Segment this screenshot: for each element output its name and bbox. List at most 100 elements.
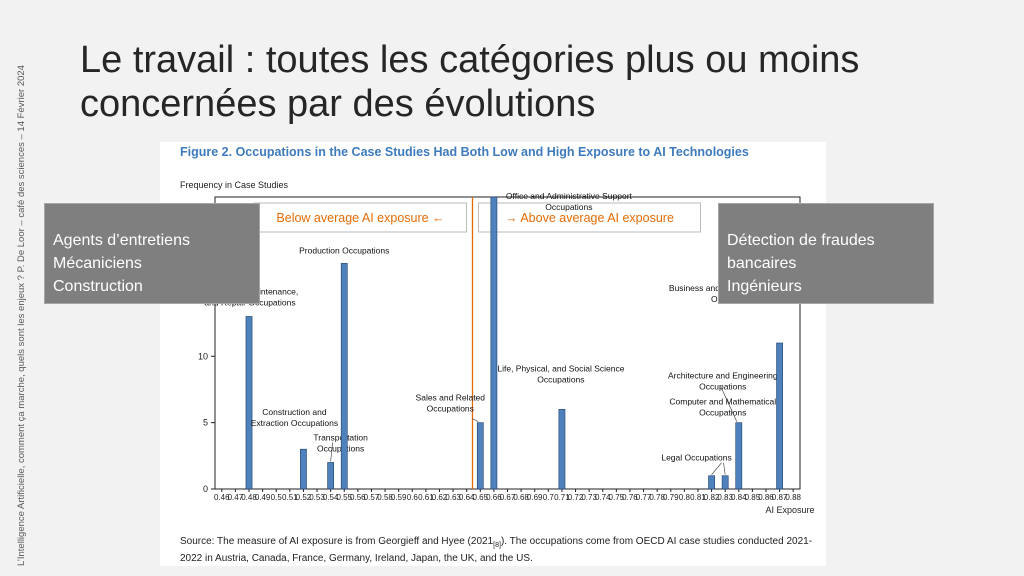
below-average-label-box xyxy=(253,202,467,233)
high-exposure-line-2: bancaires xyxy=(727,255,797,272)
x-tick-label-22: 0.68 xyxy=(513,493,529,502)
bar-4 xyxy=(476,422,484,490)
title-line-1: Le travail : toutes les catégories plus … xyxy=(80,39,860,81)
x-tick-label-2: 0.48 xyxy=(241,493,257,502)
bar-label-9-1: Occupations xyxy=(699,408,746,418)
bar-0 xyxy=(245,316,253,490)
source-note-part-1: Source: The measure of AI exposure is fr… xyxy=(180,536,494,547)
bar-label-3-0: Production Occupations xyxy=(299,245,389,255)
source-note-part-2: ). The occupations come from OECD AI cas… xyxy=(180,536,813,564)
bar-label-6-0: Life, Physical, and Social Science xyxy=(497,363,624,373)
x-tick-label-12: 0.58 xyxy=(377,493,393,502)
x-axis-label: AI Exposure xyxy=(765,505,814,515)
x-tick-label-28: 0.74 xyxy=(595,493,611,502)
source-ref: [8] xyxy=(493,542,501,549)
x-tick-label-33: 0.79 xyxy=(663,493,679,502)
x-tick-label-40: 0.86 xyxy=(758,493,774,502)
above-average-label: → Above average AI exposure xyxy=(505,211,674,225)
title-line-2: concernées par des évolutions xyxy=(80,83,596,125)
bar-label-7-0: Legal Occupations xyxy=(661,453,731,463)
bar-3 xyxy=(340,263,348,490)
x-tick-label-20: 0.66 xyxy=(486,493,502,502)
x-tick-label-18: 0.64 xyxy=(459,493,475,502)
bar-2 xyxy=(327,462,335,490)
leader-legal-2 xyxy=(723,462,726,475)
x-tick-label-41: 0.87 xyxy=(772,493,788,502)
x-tick-label-7: 0.53 xyxy=(309,493,325,502)
x-tick-label-35: 0.81 xyxy=(690,493,706,502)
leader-architecture xyxy=(720,386,738,422)
x-tick-label-24: 0.7 xyxy=(543,493,555,502)
y-tick-label-2: 10 xyxy=(198,351,208,361)
x-tick-label-30: 0.76 xyxy=(622,493,638,502)
x-tick-label-34: 0.8 xyxy=(679,493,691,502)
bar-label-4-1: Occupations xyxy=(427,404,474,414)
low-exposure-line-2: Mécaniciens xyxy=(53,255,142,272)
x-tick-label-21: 0.67 xyxy=(500,493,516,502)
x-tick-label-23: 0.69 xyxy=(527,493,543,502)
source-note: Source: The measure of AI exposure is fr… xyxy=(180,535,820,565)
x-tick-label-5: 0.51 xyxy=(282,493,298,502)
x-tick-label-13: 0.59 xyxy=(391,493,407,502)
bar-label-2-1: Occupations xyxy=(317,443,364,453)
x-tick-label-36: 0.82 xyxy=(704,493,720,502)
bar-label-6-1: Occupations xyxy=(537,374,584,384)
bar-9 xyxy=(735,422,743,490)
x-tick-label-31: 0.77 xyxy=(636,493,652,502)
y-tick-label-0: 0 xyxy=(203,484,208,494)
bar-label-1-0: Construction and xyxy=(262,407,327,417)
x-tick-label-3: 0.49 xyxy=(255,493,271,502)
x-tick-label-4: 0.5 xyxy=(271,493,283,502)
ai-exposure-bar-chart: Frequency in Case Studies0510150.460.470… xyxy=(180,180,815,515)
x-tick-label-0: 0.46 xyxy=(214,493,230,502)
x-tick-label-14: 0.6 xyxy=(407,493,419,502)
x-tick-label-38: 0.84 xyxy=(731,493,747,502)
x-tick-label-17: 0.63 xyxy=(445,493,461,502)
low-exposure-line-1: Agents d’entretiens xyxy=(53,232,190,249)
x-tick-label-6: 0.52 xyxy=(296,493,312,502)
figure-title: Figure 2. Occupations in the Case Studie… xyxy=(180,145,749,159)
bar-label-10-1: Occupations xyxy=(699,382,746,392)
leader-transportation xyxy=(330,442,333,462)
bar-1 xyxy=(300,448,307,490)
high-exposure-line-3: Ingénieurs xyxy=(727,278,802,295)
slide-title: Le travail : toutes les catégories plus … xyxy=(80,38,1000,126)
x-tick-label-29: 0.75 xyxy=(609,493,625,502)
x-tick-label-1: 0.47 xyxy=(228,493,244,502)
x-tick-label-26: 0.72 xyxy=(568,493,584,502)
x-tick-label-10: 0.56 xyxy=(350,493,366,502)
above-average-label-box xyxy=(477,202,701,233)
x-tick-label-16: 0.62 xyxy=(432,493,448,502)
bar-label-1-1: Extraction Occupations xyxy=(251,418,338,428)
bar-label-5-1: Occupations xyxy=(545,202,592,212)
x-tick-label-8: 0.54 xyxy=(323,493,339,502)
bar-label-2-0: Transportation xyxy=(313,432,368,442)
y-tick-label-1: 5 xyxy=(203,418,208,428)
x-tick-label-19: 0.65 xyxy=(473,493,489,502)
high-exposure-line-1: Détection de fraudes xyxy=(727,232,875,249)
bar-5 xyxy=(490,196,498,490)
x-tick-label-37: 0.83 xyxy=(717,493,733,502)
leader-sales xyxy=(472,418,479,422)
plot-frame xyxy=(214,196,801,490)
y-axis-label: Frequency in Case Studies xyxy=(180,180,289,190)
high-exposure-overlay: Détection de fraudes bancaires Ingénieur… xyxy=(718,203,934,304)
bar-label-5-0: Office and Administrative Support xyxy=(506,191,633,201)
bar-6 xyxy=(558,409,566,490)
x-tick-label-15: 0.61 xyxy=(418,493,434,502)
bar-label-4-0: Sales and Related xyxy=(416,393,486,403)
x-tick-label-9: 0.55 xyxy=(336,493,352,502)
below-average-label: Below average AI exposure ← xyxy=(276,211,444,225)
leader-legal xyxy=(711,462,722,475)
x-tick-label-27: 0.73 xyxy=(581,493,597,502)
bar-label-9-0: Computer and Mathematical xyxy=(669,397,776,407)
x-tick-label-42: 0.88 xyxy=(785,493,801,502)
bar-label-10-0: Architecture and Engineering xyxy=(668,371,778,381)
bar-11 xyxy=(776,342,783,490)
x-tick-label-25: 0.71 xyxy=(554,493,570,502)
bar-8 xyxy=(721,475,729,490)
x-tick-label-32: 0.78 xyxy=(649,493,665,502)
side-caption: L’Intelligence Artificielle, comment ça … xyxy=(16,65,27,566)
x-tick-label-11: 0.57 xyxy=(364,493,380,502)
bar-7 xyxy=(708,475,715,490)
